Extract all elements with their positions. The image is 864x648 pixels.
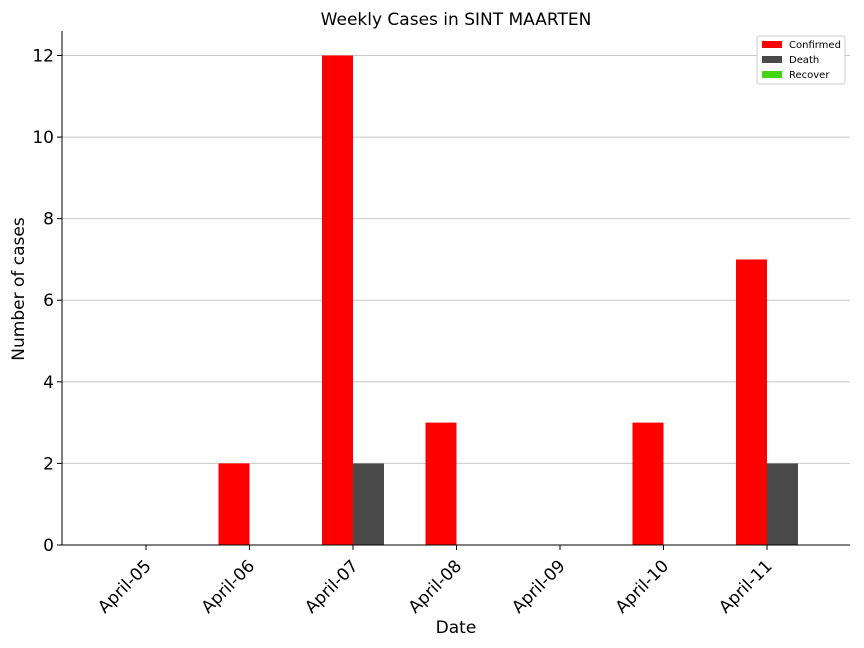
legend-label-confirmed: Confirmed (789, 40, 841, 51)
bar-confirmed-april-07 (322, 55, 353, 545)
x-tick-label: April-06 (198, 556, 259, 617)
chart-title: Weekly Cases in SINT MAARTEN (321, 10, 592, 30)
legend-swatch-confirmed (762, 41, 782, 48)
y-tick-label: 2 (43, 454, 54, 474)
legend-swatch-death (762, 56, 782, 63)
legend: Confirmed Death Recover (756, 35, 846, 85)
x-tick-label: April-09 (508, 556, 569, 617)
x-tick-label: April-10 (612, 556, 673, 617)
x-tick-label: April-08 (405, 556, 466, 617)
y-tick-label: 8 (43, 210, 54, 230)
bar-confirmed-april-11 (736, 259, 767, 545)
y-tick-label: 6 (43, 291, 54, 311)
bar-death-april-07 (353, 463, 384, 545)
x-tick-label: April-05 (94, 556, 155, 617)
x-tick-label: April-07 (301, 556, 362, 617)
y-tick-label: 4 (43, 373, 54, 393)
y-tick-label: 12 (32, 46, 54, 66)
legend-label-death: Death (789, 55, 819, 66)
y-tick-label: 10 (32, 128, 54, 148)
y-ticks: 0 2 4 6 8 10 12 (32, 46, 62, 556)
x-axis-label: Date (436, 618, 477, 638)
gridlines (62, 54, 850, 464)
y-tick-label: 0 (43, 536, 54, 556)
x-ticks: April-05 April-06 April-07 April-08 April-09… (94, 545, 777, 618)
y-axis-label: Number of cases (9, 217, 29, 361)
bar-confirmed-april-08 (425, 422, 457, 545)
bar-confirmed-april-06 (218, 463, 250, 545)
legend-swatch-recover (762, 71, 782, 78)
bars (218, 55, 798, 545)
legend-label-recover: Recover (789, 70, 830, 81)
bar-confirmed-april-10 (632, 422, 664, 545)
x-tick-label: April-11 (715, 556, 776, 617)
bar-death-april-11 (767, 463, 798, 545)
